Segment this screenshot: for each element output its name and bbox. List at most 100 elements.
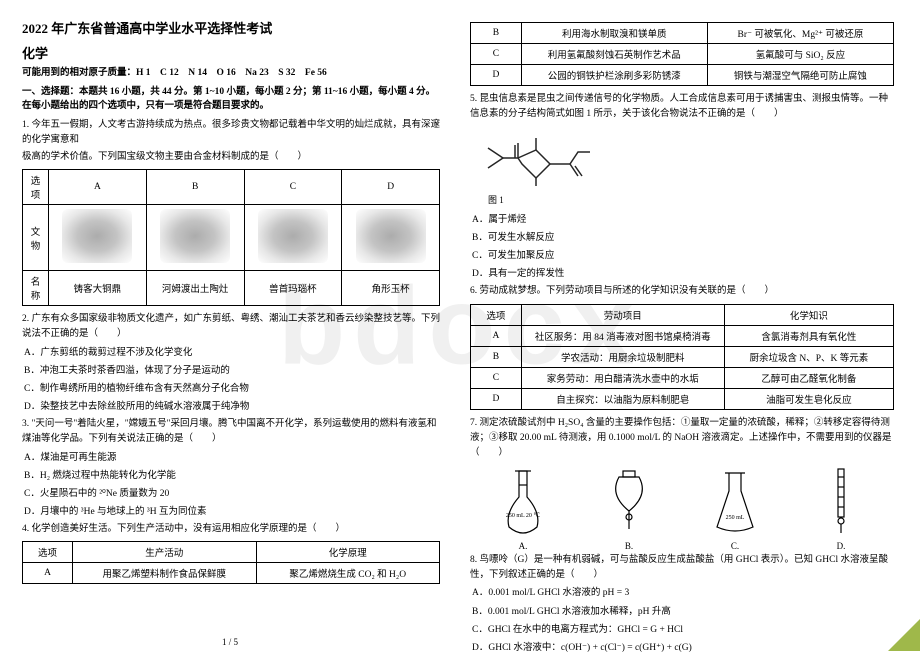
separating-funnel-icon (601, 467, 657, 539)
volumetric-flask-icon: 250 mL 20 ℃ (495, 467, 551, 539)
q2-C: C．制作粤绣所用的植物纤维布含有天然高分子化合物 (24, 381, 440, 397)
artifact-pottery-icon (160, 209, 230, 263)
q1-stem-line1: 1. 今年五一假期，人文考古游持续成为热点。很多珍贵文物都记载着中华文明的灿烂成… (22, 118, 440, 148)
q3-B: B．H₂ 燃烧过程中热能转化为化学能 (24, 468, 440, 484)
q1-row3-head: 名称 (23, 271, 49, 306)
q4-D1: D (471, 65, 522, 86)
q3-D: D．月壤中的 ³He 与地球上的 ³H 互为同位素 (24, 504, 440, 520)
q2-stem: 2. 广东有众多国家级非物质文化遗产，如广东剪纸、粤绣、潮汕工夫茶艺和香云纱染整… (22, 312, 440, 342)
q3-A: A．煤油是可再生能源 (24, 450, 440, 466)
artifact-jade-icon (356, 209, 426, 263)
q6-stem: 6. 劳动成就梦想。下列劳动项目与所述的化学知识没有关联的是（ ） (470, 284, 894, 299)
q6-table: 选项 劳动项目 化学知识 A 社区服务：用 84 消毒液对图书馆桌椅消毒 含氯消… (470, 304, 894, 410)
q6-D3: 油脂可发生皂化反应 (724, 388, 893, 409)
q8-B: B．0.001 mol/L GHCl 水溶液加水稀释，pH 升高 (472, 604, 894, 620)
q1-row2-head: 文物 (23, 205, 49, 271)
page-corner-fold-icon (888, 619, 920, 651)
q8-C: C．GHCl 在水中的电离方程式为：GHCl = G + HCl (472, 622, 894, 638)
q4-A2: 用聚乙烯塑料制作食品保鲜膜 (73, 563, 256, 584)
q7-lA: A. (495, 541, 551, 551)
acid-burette-icon (813, 467, 869, 539)
page-number: 1 / 5 (222, 637, 238, 647)
q4-C1: C (471, 44, 522, 65)
q6-A3: 含氯消毒剂具有氧化性 (724, 325, 893, 346)
q4-table-continued: B 利用海水制取溴和镁单质 Br⁻ 可被氧化、Mg²⁺ 可被还原 C 利用氢氟酸… (470, 22, 894, 86)
q7-lC: C. (707, 541, 763, 551)
q1-optA: A (49, 170, 147, 205)
q4-h3: 化学原理 (256, 542, 440, 563)
q6-B2: 学农活动：用厨余垃圾制肥料 (521, 346, 724, 367)
q4-C2: 利用氢氟酸刻蚀石英制作艺术品 (521, 44, 707, 65)
q6-C2: 家务劳动：用白醋清洗水壶中的水垢 (521, 367, 724, 388)
artifact-agate-icon (258, 209, 328, 263)
q7-apparatus-row: 250 mL 20 ℃ A. B. 250 mL (470, 467, 894, 551)
q8-D: D．GHCl 水溶液中：c(OH⁻) + c(Cl⁻) = c(GH⁺) + c… (472, 640, 894, 656)
q1-imgD (342, 205, 440, 271)
q1-optB: B (146, 170, 244, 205)
q4-A1: A (23, 563, 73, 584)
q2-D: D．染整技艺中去除丝胶所用的纯碱水溶液属于纯净物 (24, 399, 440, 415)
q4-A3: 聚乙烯燃烧生成 CO₂ 和 H₂O (256, 563, 440, 584)
q5-B: B．可发生水解反应 (472, 230, 894, 246)
q4-C3: 氢氟酸可与 SiO₂ 反应 (707, 44, 893, 65)
molecule-structure-icon (478, 128, 628, 188)
q5-stem: 5. 昆虫信息素是昆虫之间传递信号的化学物质。人工合成信息素可用于诱捕害虫、测报… (470, 92, 894, 122)
q4-D3: 铜铁与潮湿空气隔绝可防止腐蚀 (707, 65, 893, 86)
q7-lB: B. (601, 541, 657, 551)
q1-row1-head: 选项 (23, 170, 49, 205)
q4-B1: B (471, 23, 522, 44)
q8-A: A．0.001 mol/L GHCl 水溶液的 pH = 3 (472, 585, 894, 601)
section-instructions: 一、选择题：本题共 16 小题，共 44 分。第 1~10 小题，每小题 2 分… (22, 85, 440, 114)
q1-nameB: 河姆渡出土陶灶 (146, 271, 244, 306)
q1-nameC: 兽首玛瑙杯 (244, 271, 342, 306)
q1-optC: C (244, 170, 342, 205)
q3-stem: 3. "天问一号"着陆火星，"嫦娥五号"采回月壤。腾飞中国离不开化学，系列运载使… (22, 417, 440, 447)
q4-h1: 选项 (23, 542, 73, 563)
q1-optD: D (342, 170, 440, 205)
q6-D2: 自主探究：以油脂为原料制肥皂 (521, 388, 724, 409)
q1-table: 选项 A B C D 文物 名称 铸客大铜鼎 河姆渡出土陶灶 兽首玛瑙杯 角形玉… (22, 169, 440, 306)
q2-A: A．广东剪纸的裁剪过程不涉及化学变化 (24, 345, 440, 361)
q1-imgC (244, 205, 342, 271)
q7-appB: B. (601, 467, 657, 551)
q3-C: C．火星陨石中的 ²⁰Ne 质量数为 20 (24, 486, 440, 502)
left-column: 2022 年广东省普通高中学业水平选择性考试 化学 可能用到的相对原子质量：H … (0, 0, 460, 651)
q8-stem: 8. 鸟嘌呤（G）是一种有机弱碱，可与盐酸反应生成盐酸盐（用 GHCl 表示）。… (470, 553, 894, 583)
q4-table-top: 选项 生产活动 化学原理 A 用聚乙烯塑料制作食品保鲜膜 聚乙烯燃烧生成 CO₂… (22, 541, 440, 584)
main-title: 2022 年广东省普通高中学业水平选择性考试 (22, 18, 440, 37)
subject-heading: 化学 (22, 43, 440, 62)
q6-D1: D (471, 388, 522, 409)
q6-A2: 社区服务：用 84 消毒液对图书馆桌椅消毒 (521, 325, 724, 346)
atomic-masses: 可能用到的相对原子质量：H 1 C 12 N 14 O 16 Na 23 S 3… (22, 66, 440, 81)
flaskC-label: 250 mL (726, 515, 745, 521)
q5-C: C．可发生加聚反应 (472, 248, 894, 264)
q6-h3: 化学知识 (724, 304, 893, 325)
q4-stem: 4. 化学创造美好生活。下列生产活动中，没有运用相应化学原理的是（ ） (22, 522, 440, 537)
q6-C1: C (471, 367, 522, 388)
q1-imgB (146, 205, 244, 271)
q6-B3: 厨余垃圾含 N、P、K 等元素 (724, 346, 893, 367)
q4-h2: 生产活动 (73, 542, 256, 563)
q2-B: B．冲泡工夫茶时茶香四溢，体现了分子是运动的 (24, 363, 440, 379)
q7-appD: D. (813, 467, 869, 551)
q5-D: D．具有一定的挥发性 (472, 266, 894, 282)
q5-A: A．属于烯烃 (472, 212, 894, 228)
q4-B3: Br⁻ 可被氧化、Mg²⁺ 可被还原 (707, 23, 893, 44)
q7-lD: D. (813, 541, 869, 551)
q1-nameD: 角形玉杯 (342, 271, 440, 306)
q6-C3: 乙醇可由乙醛氧化制备 (724, 367, 893, 388)
q6-A1: A (471, 325, 522, 346)
artifact-ding-icon (62, 209, 132, 263)
q7-stem: 7. 测定浓硫酸试剂中 H₂SO₄ 含量的主要操作包括：①量取一定量的浓硫酸，稀… (470, 416, 894, 462)
q4-B2: 利用海水制取溴和镁单质 (521, 23, 707, 44)
q1-nameA: 铸客大铜鼎 (49, 271, 147, 306)
q7-appA: 250 mL 20 ℃ A. (495, 467, 551, 551)
q7-appC: 250 mL C. (707, 467, 763, 551)
conical-flask-icon: 250 mL (707, 467, 763, 539)
flaskA-label: 250 mL 20 ℃ (506, 513, 541, 519)
q6-B1: B (471, 346, 522, 367)
q4-D2: 公园的铜铁护栏涂刷多彩防锈漆 (521, 65, 707, 86)
right-column: B 利用海水制取溴和镁单质 Br⁻ 可被氧化、Mg²⁺ 可被还原 C 利用氢氟酸… (460, 0, 920, 651)
q6-h1: 选项 (471, 304, 522, 325)
q6-h2: 劳动项目 (521, 304, 724, 325)
